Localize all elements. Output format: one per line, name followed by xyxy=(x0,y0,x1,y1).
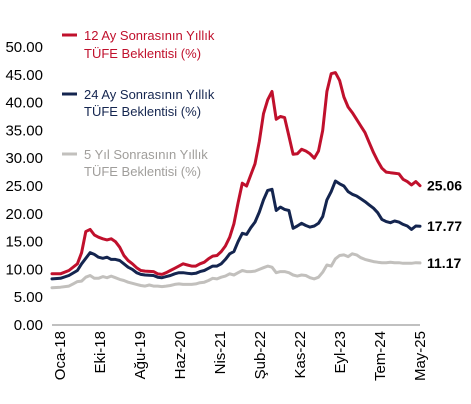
x-tick-label: May-25 xyxy=(412,331,429,381)
x-tick-label: Oca-18 xyxy=(52,331,69,380)
y-tick-label: 5.00 xyxy=(14,289,43,306)
end-value-label: 11.17 xyxy=(427,255,461,271)
y-tick-label: 10.00 xyxy=(5,261,43,278)
legend-label: 12 Ay Sonrasının Yıllık xyxy=(84,28,215,43)
x-tick-label: Haz-20 xyxy=(172,331,189,379)
y-tick-label: 20.00 xyxy=(5,206,43,223)
x-tick-label: Tem-24 xyxy=(372,331,389,381)
y-tick-label: 30.00 xyxy=(5,150,43,167)
chart-series-group xyxy=(50,71,422,290)
legend-label: TÜFE Beklentisi (%) xyxy=(84,104,201,119)
chart-legend: 12 Ay Sonrasının Yıllık TÜFE Beklentisi (… xyxy=(62,28,215,179)
y-tick-label: 0.00 xyxy=(14,317,43,334)
x-tick-label: Eyl-23 xyxy=(332,331,349,374)
chart-end-labels: 25.06 17.77 11.17 xyxy=(427,178,462,271)
y-tick-label: 25.00 xyxy=(5,178,43,195)
end-value-label: 17.77 xyxy=(427,218,462,234)
end-value-label: 25.06 xyxy=(427,178,462,194)
y-tick-label: 35.00 xyxy=(5,122,43,139)
y-tick-label: 15.00 xyxy=(5,234,43,251)
x-tick-label: Nis-21 xyxy=(212,331,229,374)
legend-label: 5 Yıl Sonrasının Yıllık xyxy=(84,147,208,162)
legend-label: TÜFE Beklentisi (%) xyxy=(84,164,201,179)
series-line xyxy=(50,252,422,290)
y-tick-label: 45.00 xyxy=(5,67,43,84)
y-tick-label: 40.00 xyxy=(5,95,43,112)
x-tick-label: Eki-18 xyxy=(92,331,109,374)
y-tick-label: 50.00 xyxy=(5,39,43,56)
legend-label: 24 Ay Sonrasının Yıllık xyxy=(84,87,215,102)
x-tick-label: Şub-22 xyxy=(252,331,269,379)
series-line xyxy=(50,71,422,276)
x-tick-label: Kas-22 xyxy=(292,331,309,379)
series-line xyxy=(50,179,422,281)
x-tick-label: Ağu-19 xyxy=(132,331,149,379)
chart-axes: 0.00 5.00 10.00 15.00 20.00 25.00 30.00 35.00 40… xyxy=(5,39,429,381)
legend-label: TÜFE Beklentisi (%) xyxy=(84,46,201,61)
